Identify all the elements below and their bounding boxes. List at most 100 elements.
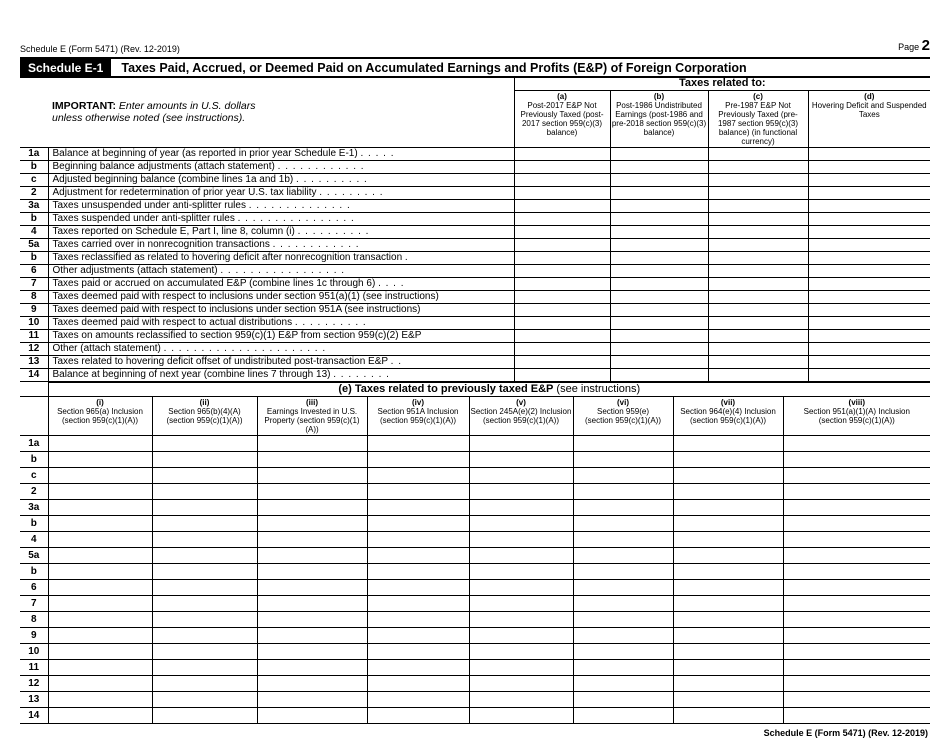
amount-input-a[interactable] — [513, 303, 611, 317]
ptep-amount-input[interactable] — [256, 659, 368, 676]
ptep-amount-input[interactable] — [672, 611, 784, 628]
ptep-amount-input[interactable] — [672, 563, 784, 580]
ptep-amount-input[interactable] — [672, 691, 784, 708]
amount-input-a[interactable] — [513, 342, 611, 356]
ptep-amount-input[interactable] — [366, 451, 470, 468]
ptep-amount-input[interactable] — [572, 515, 674, 532]
amount-input-d[interactable] — [807, 212, 931, 226]
ptep-amount-input[interactable] — [366, 435, 470, 452]
ptep-amount-input[interactable] — [672, 451, 784, 468]
ptep-amount-input[interactable] — [47, 483, 153, 500]
amount-input-c[interactable] — [707, 147, 809, 161]
amount-input-a[interactable] — [513, 316, 611, 330]
ptep-amount-input[interactable] — [468, 707, 574, 724]
ptep-amount-input[interactable] — [782, 499, 931, 516]
ptep-amount-input[interactable] — [782, 547, 931, 564]
ptep-amount-input[interactable] — [151, 659, 258, 676]
ptep-amount-input[interactable] — [572, 707, 674, 724]
ptep-amount-input[interactable] — [782, 435, 931, 452]
ptep-amount-input[interactable] — [468, 579, 574, 596]
ptep-amount-input[interactable] — [47, 531, 153, 548]
amount-input-b[interactable] — [609, 147, 709, 161]
ptep-amount-input[interactable] — [572, 499, 674, 516]
ptep-amount-input[interactable] — [672, 643, 784, 660]
amount-input-c[interactable] — [707, 238, 809, 252]
ptep-amount-input[interactable] — [366, 483, 470, 500]
ptep-amount-input[interactable] — [366, 547, 470, 564]
ptep-amount-input[interactable] — [366, 707, 470, 724]
amount-input-b[interactable] — [609, 212, 709, 226]
ptep-amount-input[interactable] — [468, 595, 574, 612]
ptep-amount-input[interactable] — [782, 675, 931, 692]
amount-input-c[interactable] — [707, 173, 809, 187]
amount-input-b[interactable] — [609, 277, 709, 291]
amount-input-b[interactable] — [609, 251, 709, 265]
ptep-amount-input[interactable] — [151, 691, 258, 708]
ptep-amount-input[interactable] — [366, 499, 470, 516]
ptep-amount-input[interactable] — [151, 451, 258, 468]
ptep-amount-input[interactable] — [47, 707, 153, 724]
ptep-amount-input[interactable] — [468, 691, 574, 708]
ptep-amount-input[interactable] — [782, 467, 931, 484]
ptep-amount-input[interactable] — [151, 675, 258, 692]
ptep-amount-input[interactable] — [672, 531, 784, 548]
ptep-amount-input[interactable] — [256, 435, 368, 452]
ptep-amount-input[interactable] — [366, 627, 470, 644]
ptep-amount-input[interactable] — [366, 675, 470, 692]
amount-input-a[interactable] — [513, 225, 611, 239]
ptep-amount-input[interactable] — [672, 579, 784, 596]
ptep-amount-input[interactable] — [256, 483, 368, 500]
ptep-amount-input[interactable] — [47, 643, 153, 660]
amount-input-a[interactable] — [513, 160, 611, 174]
ptep-amount-input[interactable] — [47, 595, 153, 612]
ptep-amount-input[interactable] — [672, 483, 784, 500]
amount-input-d[interactable] — [807, 147, 931, 161]
ptep-amount-input[interactable] — [151, 643, 258, 660]
amount-input-c[interactable] — [707, 355, 809, 369]
amount-input-c[interactable] — [707, 303, 809, 317]
amount-input-d[interactable] — [807, 303, 931, 317]
amount-input-c[interactable] — [707, 186, 809, 200]
ptep-amount-input[interactable] — [151, 435, 258, 452]
ptep-amount-input[interactable] — [572, 659, 674, 676]
ptep-amount-input[interactable] — [782, 531, 931, 548]
ptep-amount-input[interactable] — [468, 675, 574, 692]
ptep-amount-input[interactable] — [256, 451, 368, 468]
amount-input-c[interactable] — [707, 277, 809, 291]
ptep-amount-input[interactable] — [572, 595, 674, 612]
ptep-amount-input[interactable] — [468, 659, 574, 676]
amount-input-d[interactable] — [807, 277, 931, 291]
amount-input-a[interactable] — [513, 212, 611, 226]
amount-input-c[interactable] — [707, 316, 809, 330]
ptep-amount-input[interactable] — [782, 611, 931, 628]
ptep-amount-input[interactable] — [782, 707, 931, 724]
amount-input-c[interactable] — [707, 264, 809, 278]
ptep-amount-input[interactable] — [151, 595, 258, 612]
ptep-amount-input[interactable] — [672, 627, 784, 644]
ptep-amount-input[interactable] — [672, 595, 784, 612]
amount-input-c[interactable] — [707, 225, 809, 239]
ptep-amount-input[interactable] — [782, 691, 931, 708]
amount-input-c[interactable] — [707, 290, 809, 304]
ptep-amount-input[interactable] — [468, 627, 574, 644]
amount-input-a[interactable] — [513, 355, 611, 369]
amount-input-d[interactable] — [807, 173, 931, 187]
amount-input-b[interactable] — [609, 303, 709, 317]
ptep-amount-input[interactable] — [672, 659, 784, 676]
amount-input-b[interactable] — [609, 225, 709, 239]
ptep-amount-input[interactable] — [47, 611, 153, 628]
ptep-amount-input[interactable] — [782, 579, 931, 596]
ptep-amount-input[interactable] — [47, 515, 153, 532]
ptep-amount-input[interactable] — [151, 627, 258, 644]
ptep-amount-input[interactable] — [468, 435, 574, 452]
ptep-amount-input[interactable] — [47, 579, 153, 596]
amount-input-c[interactable] — [707, 368, 809, 382]
amount-input-c[interactable] — [707, 160, 809, 174]
ptep-amount-input[interactable] — [256, 467, 368, 484]
amount-input-d[interactable] — [807, 316, 931, 330]
amount-input-a[interactable] — [513, 290, 611, 304]
ptep-amount-input[interactable] — [572, 563, 674, 580]
ptep-amount-input[interactable] — [47, 691, 153, 708]
ptep-amount-input[interactable] — [572, 643, 674, 660]
amount-input-b[interactable] — [609, 329, 709, 343]
